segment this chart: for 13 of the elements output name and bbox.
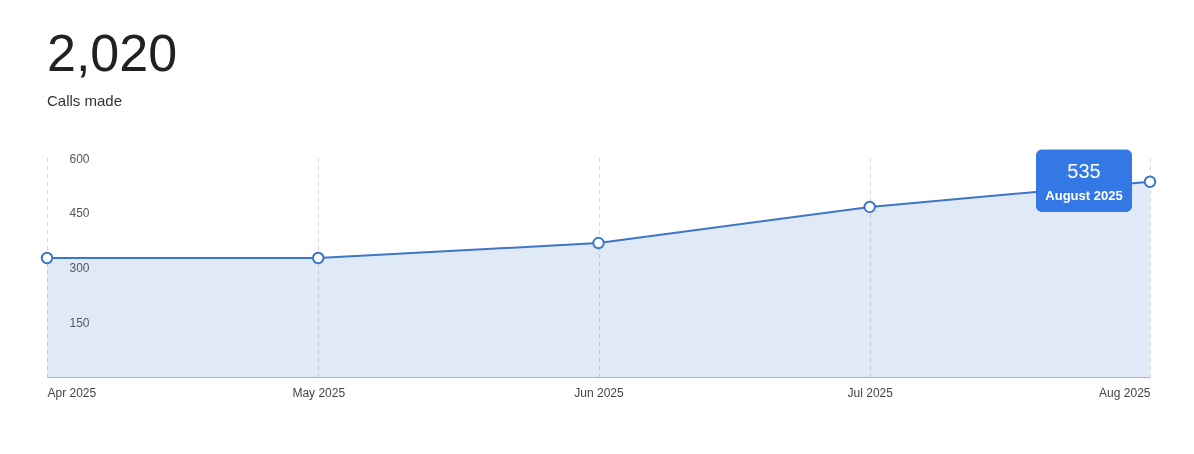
annotation: August 2025: [1045, 187, 1123, 203]
y-tick-label: 600: [69, 151, 90, 166]
chart-subtitle: Calls made: [47, 91, 123, 109]
x-tick-label: Jun 2025: [574, 385, 625, 400]
x-tick-label: Jul 2025: [847, 385, 894, 400]
y-tick-label: 300: [69, 261, 90, 275]
x-tick-label: Aug 2025: [1099, 385, 1151, 400]
y-tick-label: 150: [69, 315, 90, 330]
x-tick-label: Apr 2025: [47, 385, 97, 400]
y-tick-label: 450: [69, 206, 90, 221]
x-tick-label: May 2025: [292, 385, 346, 400]
chart-title: 2,020: [47, 23, 178, 82]
annotation: 535: [1067, 159, 1101, 182]
